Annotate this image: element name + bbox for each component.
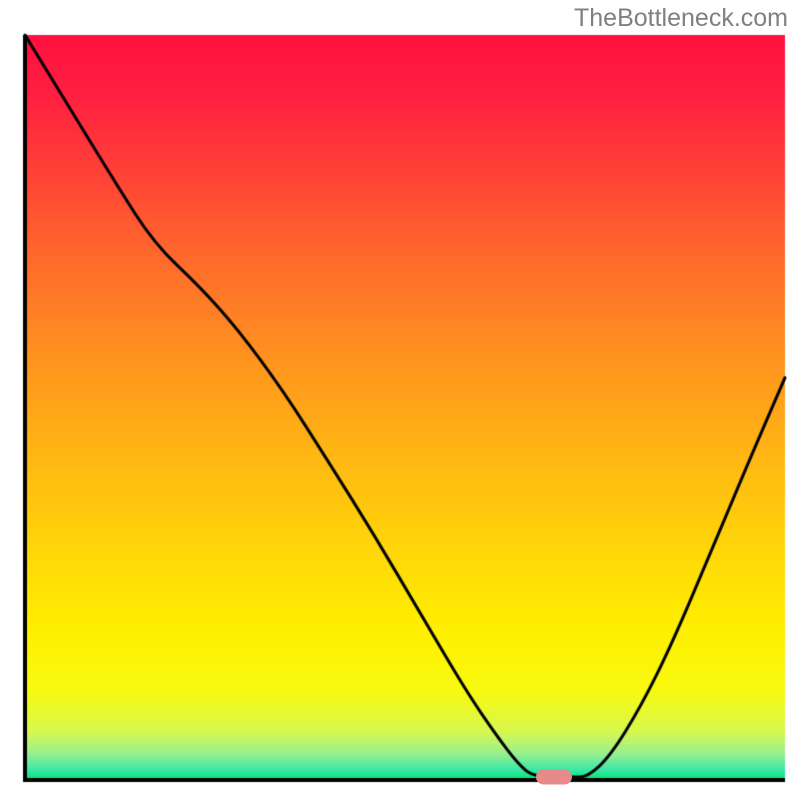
bottleneck-curve [0, 0, 800, 800]
optimal-marker [536, 770, 572, 785]
chart-container: TheBottleneck.com [0, 0, 800, 800]
watermark-label: TheBottleneck.com [574, 4, 788, 33]
